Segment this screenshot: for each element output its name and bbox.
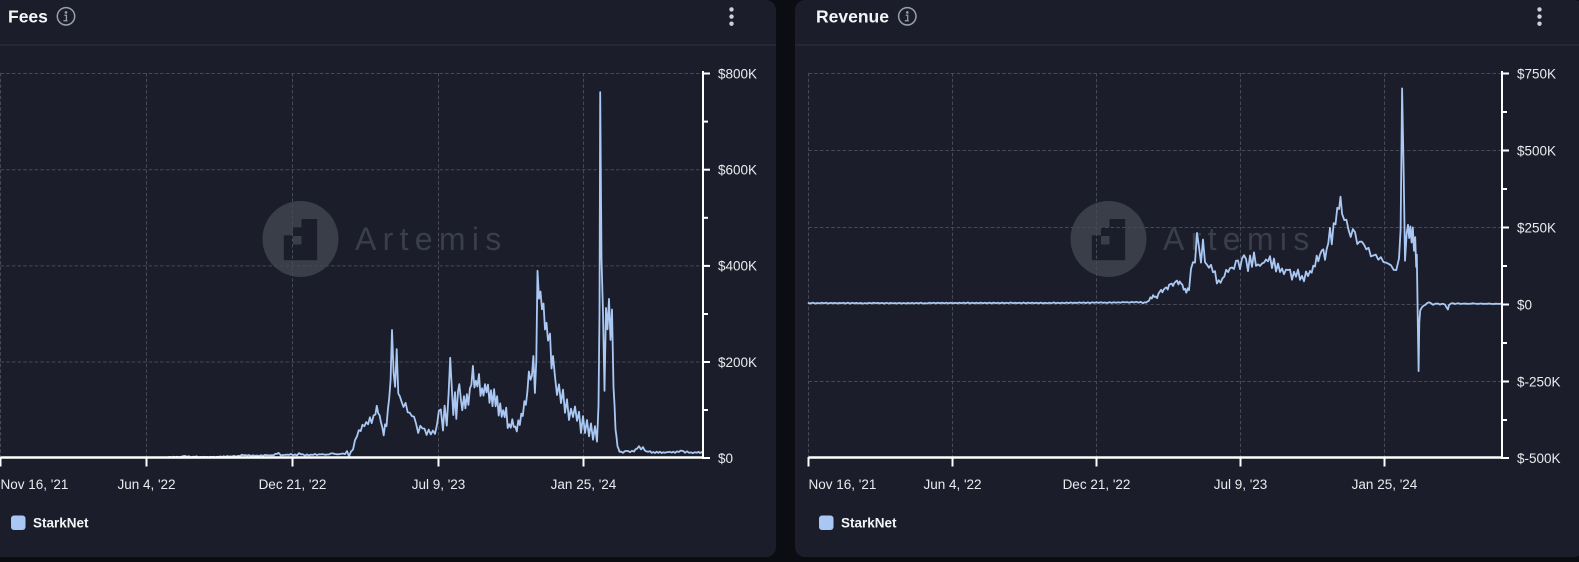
svg-text:Jun 4, '22: Jun 4, '22 [923, 477, 981, 492]
svg-text:$400K: $400K [718, 259, 757, 274]
svg-text:Jul 9, '23: Jul 9, '23 [1214, 477, 1268, 492]
svg-text:StarkNet: StarkNet [33, 516, 89, 531]
svg-text:Jul 9, '23: Jul 9, '23 [412, 477, 466, 492]
svg-text:Nov 16, '21: Nov 16, '21 [1, 477, 69, 492]
svg-text:$-500K: $-500K [1517, 451, 1561, 466]
svg-text:Jan 25, '24: Jan 25, '24 [551, 477, 617, 492]
svg-text:Nov 16, '21: Nov 16, '21 [809, 477, 877, 492]
svg-text:$0: $0 [1517, 297, 1532, 312]
svg-text:Fees: Fees [8, 7, 48, 27]
svg-text:$0: $0 [718, 451, 733, 466]
svg-text:Artemis: Artemis [1163, 221, 1316, 257]
svg-text:Revenue: Revenue [816, 7, 889, 27]
svg-text:$250K: $250K [1517, 220, 1556, 235]
svg-text:$750K: $750K [1517, 66, 1556, 81]
svg-text:$-250K: $-250K [1517, 374, 1561, 389]
svg-text:$500K: $500K [1517, 143, 1556, 158]
svg-text:Dec 21, '22: Dec 21, '22 [259, 477, 327, 492]
svg-text:Dec 21, '22: Dec 21, '22 [1063, 477, 1131, 492]
svg-text:$800K: $800K [718, 66, 757, 81]
svg-text:Artemis: Artemis [355, 221, 508, 257]
svg-text:Jun 4, '22: Jun 4, '22 [117, 477, 175, 492]
svg-text:Jan 25, '24: Jan 25, '24 [1352, 477, 1418, 492]
svg-text:StarkNet: StarkNet [841, 516, 897, 531]
svg-text:$200K: $200K [718, 355, 757, 370]
svg-text:$600K: $600K [718, 163, 757, 178]
